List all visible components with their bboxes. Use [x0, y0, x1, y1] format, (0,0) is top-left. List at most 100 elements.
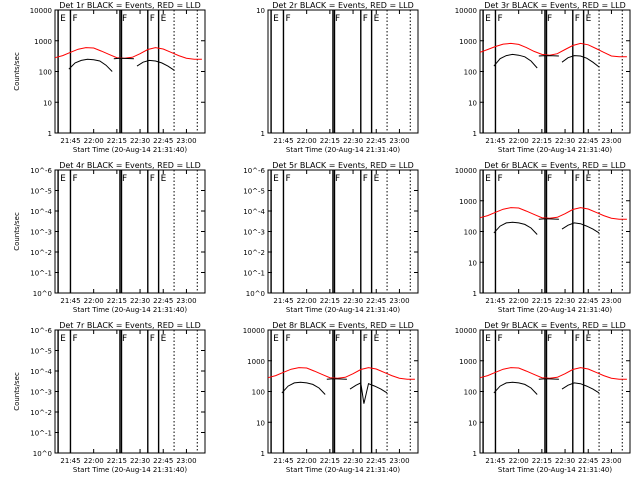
marker-label: E: [161, 14, 167, 24]
x-tick-label: 22:00: [509, 457, 529, 465]
events-series-line: [561, 382, 600, 394]
marker-label: F: [335, 334, 340, 344]
x-tick-label: 22:45: [366, 297, 386, 305]
x-tick-label: 22:00: [509, 297, 529, 305]
x-tick-label: 21:45: [60, 457, 80, 465]
events-series-line: [538, 218, 559, 220]
marker-label: F: [497, 334, 502, 344]
panel-title: Det 5r BLACK = Events, RED = LLD: [272, 161, 414, 170]
marker-label: F: [150, 14, 155, 24]
y-tick-label: 10^-4: [243, 208, 265, 216]
panel-title: Det 4r BLACK = Events, RED = LLD: [59, 161, 201, 170]
x-tick-label: 21:45: [273, 137, 293, 145]
marker-label: F: [575, 14, 580, 24]
x-tick-label: 22:45: [578, 457, 598, 465]
y-tick-label: 10^-1: [30, 430, 52, 438]
y-tick-label: 10^-3: [30, 389, 52, 397]
x-tick-label: 22:45: [366, 457, 386, 465]
lld-series-line: [479, 367, 627, 380]
panel-det-2: Det 2r BLACK = Events, RED = LLD 1 10 21:45…: [256, 1, 419, 154]
marker-label: F: [547, 174, 552, 184]
x-tick-label: 22:30: [343, 137, 363, 145]
x-tick-label: 21:45: [485, 457, 505, 465]
x-tick-label: 22:30: [343, 297, 363, 305]
marker-label: E: [586, 174, 592, 184]
y-tick-label: 10^-6: [243, 167, 265, 175]
y-tick-label: 1000: [34, 38, 52, 46]
x-tick-label: 22:30: [130, 137, 150, 145]
x-tick-label: 22:15: [320, 457, 340, 465]
x-tick-label: 22:30: [555, 457, 575, 465]
x-tick-label: 22:30: [130, 297, 150, 305]
panel-det-9: Det 9r BLACK = Events, RED = LLD 1 10 100 10…: [455, 321, 631, 474]
events-series-line: [281, 381, 326, 395]
x-tick-label: 22:00: [297, 297, 317, 305]
x-tick-label: 23:00: [389, 457, 409, 465]
marker-label: F: [335, 174, 340, 184]
panel-title: Det 1r BLACK = Events, RED = LLD: [59, 1, 201, 10]
x-tick-label: 23:00: [176, 137, 196, 145]
y-tick-label: 10^-2: [243, 249, 265, 257]
marker-label: E: [273, 334, 279, 344]
marker-label: E: [273, 174, 279, 184]
marker-label: F: [72, 174, 77, 184]
y-tick-label: 100: [39, 69, 52, 77]
plot-frame: [54, 169, 206, 294]
y-tick-label: 100: [464, 69, 477, 77]
plot-frame: [54, 329, 206, 454]
y-tick-label: 1000: [459, 198, 477, 206]
y-axis-label: Counts/sec: [13, 52, 21, 91]
y-tick-label: 1: [473, 450, 477, 458]
marker-label: F: [497, 174, 502, 184]
x-tick-label: 22:15: [107, 457, 127, 465]
marker-label: F: [547, 14, 552, 24]
marker-label: F: [363, 14, 368, 24]
plot-frame: [479, 169, 631, 294]
y-tick-label: 100: [464, 229, 477, 237]
marker-label: E: [273, 14, 279, 24]
y-tick-label: 1000: [459, 38, 477, 46]
marker-label: E: [586, 334, 592, 344]
x-tick-label: 22:45: [153, 137, 173, 145]
events-series-line: [136, 59, 175, 71]
panel-title: Det 8r BLACK = Events, RED = LLD: [272, 321, 414, 330]
marker-label: E: [586, 14, 592, 24]
panel-det-3: Det 3r BLACK = Events, RED = LLD 1 10 100 10…: [455, 1, 631, 154]
x-axis-label: Start Time (20-Aug-14 21:31:40): [73, 466, 187, 474]
x-tick-label: 22:00: [84, 457, 104, 465]
y-tick-label: 10^0: [246, 290, 265, 298]
y-axis-label: Counts/sec: [13, 212, 21, 251]
x-tick-label: 22:15: [320, 297, 340, 305]
y-tick-label: 10^-3: [30, 229, 52, 237]
marker-label: E: [60, 334, 66, 344]
x-tick-label: 22:30: [343, 457, 363, 465]
plot-frame: [267, 329, 419, 454]
x-axis-label: Start Time (20-Aug-14 21:31:40): [498, 146, 612, 154]
events-series-line: [113, 57, 134, 60]
marker-label: F: [575, 334, 580, 344]
lld-series-line: [479, 207, 627, 220]
y-tick-label: 10: [468, 99, 477, 107]
panel-title: Det 7r BLACK = Events, RED = LLD: [59, 321, 201, 330]
x-tick-label: 22:00: [84, 297, 104, 305]
y-tick-label: 1000: [247, 358, 265, 366]
marker-label: E: [374, 334, 380, 344]
marker-label: E: [161, 334, 167, 344]
marker-label: E: [374, 14, 380, 24]
marker-label: F: [285, 14, 290, 24]
events-series-line: [349, 382, 388, 404]
y-tick-label: 10^-1: [243, 270, 265, 278]
marker-label: E: [485, 174, 491, 184]
y-tick-label: 1: [261, 450, 265, 458]
y-tick-label: 10^-2: [30, 249, 52, 257]
x-tick-label: 22:00: [509, 137, 529, 145]
marker-label: E: [485, 14, 491, 24]
y-tick-label: 10^-4: [30, 208, 52, 216]
marker-label: F: [497, 14, 502, 24]
x-tick-label: 21:45: [485, 297, 505, 305]
y-tick-label: 1000: [459, 358, 477, 366]
x-tick-label: 22:15: [107, 297, 127, 305]
x-axis-label: Start Time (20-Aug-14 21:31:40): [73, 146, 187, 154]
y-tick-label: 10^-6: [30, 167, 52, 175]
x-tick-label: 22:45: [153, 457, 173, 465]
